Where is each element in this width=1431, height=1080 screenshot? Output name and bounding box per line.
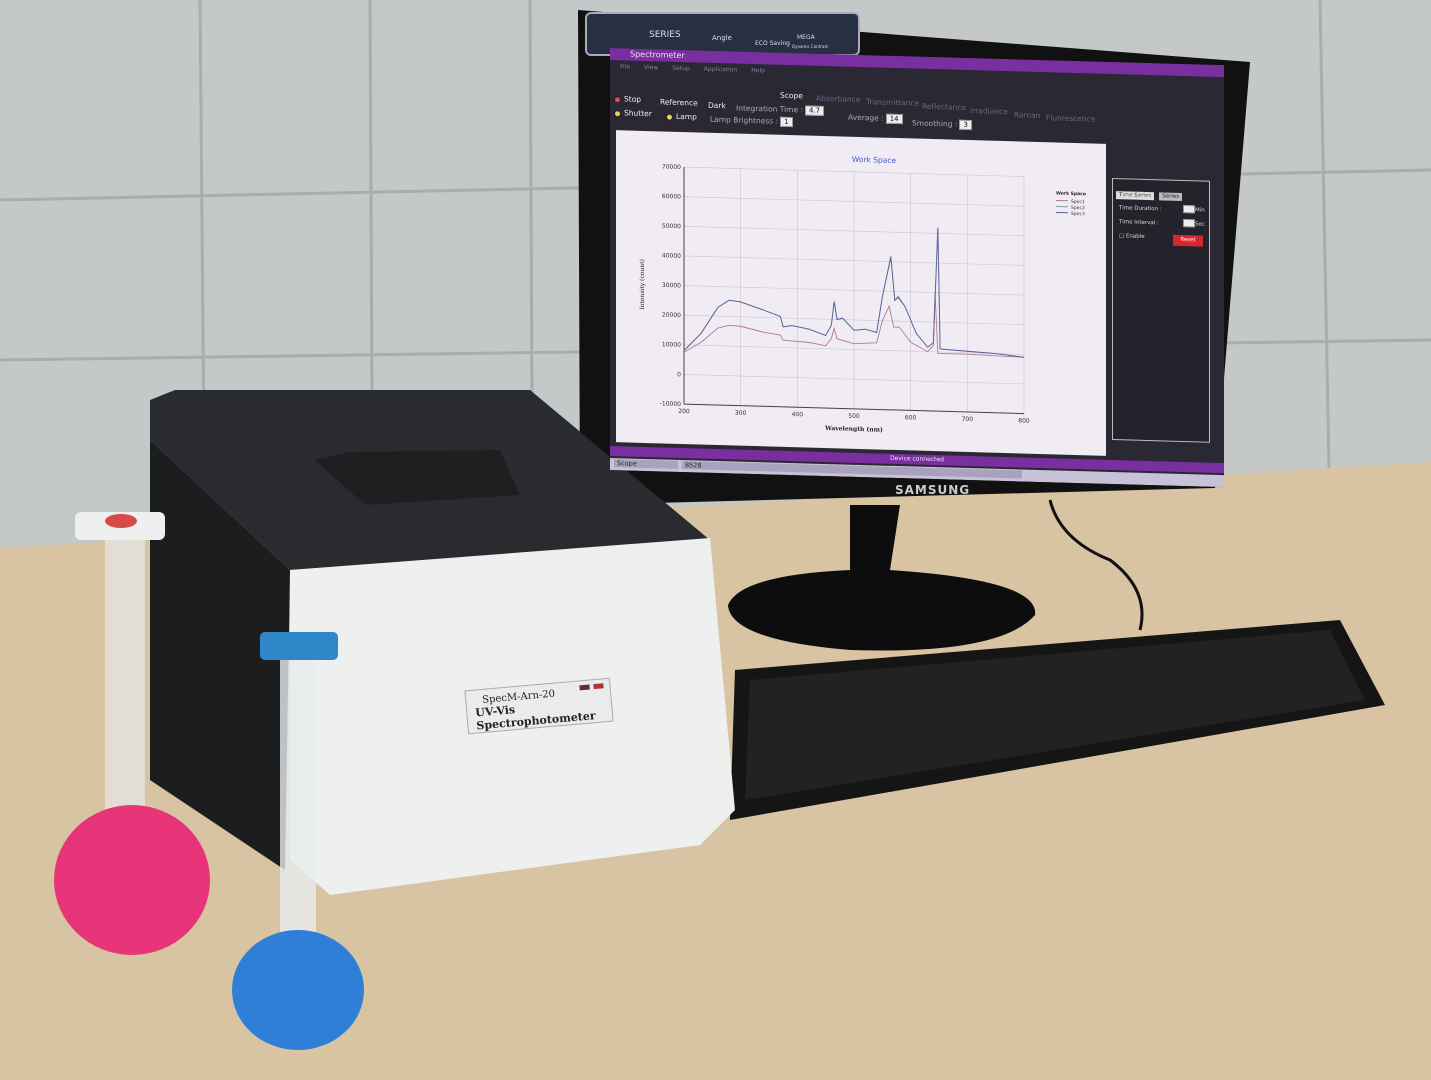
- x-tick-label: 700: [962, 416, 974, 423]
- instrument-side: [150, 440, 290, 870]
- menu-file: File: [620, 62, 631, 71]
- y-gridline: [684, 314, 1024, 325]
- shutter-button: Shutter: [624, 108, 652, 119]
- shutter-icon: [614, 109, 621, 117]
- y-tick-label: 20000: [662, 312, 681, 320]
- stopper-cap: [105, 514, 137, 528]
- menu-help: Help: [751, 66, 765, 74]
- group-title: Time Series: [1121, 193, 1154, 201]
- pink-solution: [54, 805, 210, 955]
- sticker-eco: ECO Saving: [755, 40, 790, 47]
- legend-entry: Spec1: [1071, 199, 1085, 205]
- chart-title: Work Space: [852, 155, 897, 165]
- lamp-brightness: Lamp Brightness :1: [710, 115, 793, 128]
- spectrum-chart: 200 300 400 500 600 700 800 -10000 0 10000 20000 30…: [639, 155, 1086, 434]
- series-line-spec3: [683, 227, 1025, 358]
- smoothing: Smoothing :3: [912, 118, 972, 131]
- dark-button: Dark: [708, 100, 726, 111]
- x-tick-label: 400: [792, 411, 804, 418]
- mode-irradiance: Irradiance: [970, 106, 1008, 117]
- stop-icon: [614, 95, 621, 103]
- x-tick-label: 600: [905, 414, 917, 421]
- legend-entry: Spec3: [1071, 211, 1085, 217]
- y-tick-label: 40000: [662, 252, 681, 260]
- x-tick-label: 800: [1018, 417, 1030, 424]
- mode-transmittance: Transmittance: [866, 97, 920, 108]
- keyboard-keys: [745, 630, 1365, 800]
- reference-button: Reference: [660, 97, 698, 108]
- y-tick-label: 30000: [662, 282, 681, 290]
- y-gridline: [684, 196, 1024, 207]
- mode-raman: Raman: [1014, 110, 1041, 121]
- y-tick-label: 0: [677, 371, 681, 378]
- sample-lid: [315, 450, 520, 505]
- lamp-button: Lamp: [676, 111, 697, 122]
- sticker-series: SERIES: [649, 30, 681, 40]
- duration-input: 2: [1183, 205, 1195, 214]
- y-gridline: [684, 166, 1024, 177]
- flask-neck-pink: [105, 540, 145, 820]
- flask-neck-blue: [280, 660, 316, 940]
- sticker-contrast: Dynamic Contrast: [792, 44, 829, 49]
- x-tick-label: 300: [735, 409, 747, 416]
- legend-entry: Spec2: [1071, 205, 1085, 211]
- stop-button: Stop: [624, 94, 642, 104]
- sticker-mega: MEGA: [797, 34, 815, 41]
- monitor-brand: SAMSUNG: [895, 483, 971, 497]
- monitor-stand: [728, 505, 1036, 651]
- status-mode: Scope: [614, 459, 678, 469]
- tab-series: Series: [1159, 192, 1183, 201]
- interval-label: Time Interval :: [1119, 219, 1159, 227]
- chart-panel: 200 300 400 500 600 700 800 -10000 0 10000 20000 30…: [616, 130, 1106, 456]
- legend-title: Work Space: [1056, 190, 1086, 197]
- x-axis-label: Wavelength (nm): [824, 425, 883, 434]
- menu-setup: Setup: [672, 64, 690, 72]
- mode-reflectance: Reflectance: [922, 101, 966, 112]
- x-axis: [684, 403, 1024, 415]
- menu-application: Application: [703, 65, 738, 74]
- duration-unit: Min: [1195, 207, 1205, 214]
- indicator-light: [579, 684, 590, 691]
- average: Average :14: [848, 113, 903, 125]
- integration-time: Integration Time :4.7: [736, 104, 825, 116]
- y-gridline: [684, 226, 1024, 237]
- y-tick-label: 70000: [662, 163, 681, 171]
- menu-view: View: [644, 63, 659, 71]
- sticker-angle: Angle: [712, 34, 732, 42]
- monitor-screen: Spectrometer File View Setup Application…: [610, 48, 1224, 488]
- x-tick-label: 200: [678, 408, 690, 415]
- time-series-panel: Time Series Series Time Series Time Dura…: [1112, 178, 1210, 443]
- app-title: Spectrometer: [630, 49, 685, 61]
- blue-solution: [232, 930, 364, 1050]
- y-gridline: [684, 374, 1024, 385]
- lamp-icon: [666, 113, 673, 121]
- interval-input: 2: [1183, 219, 1195, 228]
- y-tick-label: 60000: [662, 193, 681, 201]
- mode-fluorescence: Fluorescence: [1046, 113, 1096, 124]
- duration-label: Time Duration :: [1119, 205, 1162, 213]
- y-tick-label: -10000: [660, 400, 681, 408]
- y-gridline: [684, 255, 1024, 266]
- y-gridline: [684, 285, 1024, 296]
- indicator-light: [593, 683, 604, 690]
- y-tick-label: 10000: [662, 341, 681, 349]
- y-tick-label: 50000: [662, 223, 681, 231]
- interval-unit: Sec: [1195, 221, 1205, 228]
- flask-stopper-blue: [260, 632, 338, 660]
- x-tick-label: 500: [848, 413, 860, 420]
- mode-scope: Scope: [780, 90, 803, 101]
- series-line-spec1: [683, 292, 1025, 358]
- enable-checkbox: □ Enable: [1119, 233, 1145, 240]
- y-axis-label: Intensity (count): [639, 259, 646, 310]
- mode-absorbance: Absorbance: [816, 93, 861, 104]
- y-gridline: [684, 344, 1024, 355]
- reset-button: Reset: [1173, 234, 1203, 247]
- cable: [1048, 499, 1144, 631]
